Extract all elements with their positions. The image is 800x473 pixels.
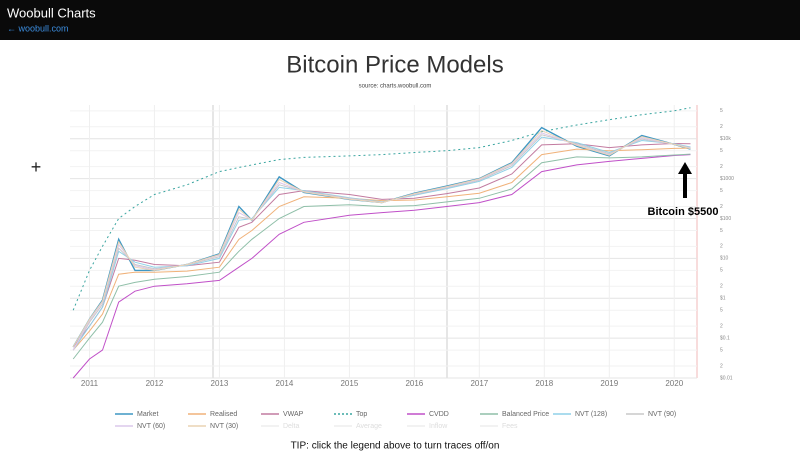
legend-label: Average	[356, 423, 382, 430]
x-tick-label: 2016	[405, 379, 423, 388]
legend-item[interactable]: Top	[334, 411, 367, 418]
arrow-head	[678, 162, 692, 174]
legend-item[interactable]: NVT (60)	[115, 423, 165, 430]
tip: TIP: click the legend above to turn trac…	[291, 441, 500, 452]
legend-label: NVT (90)	[648, 411, 676, 418]
legend-label: Balanced Price	[502, 411, 549, 418]
series-line	[72, 130, 691, 348]
legend-item[interactable]: NVT (30)	[188, 423, 238, 430]
legend-label: Top	[356, 411, 367, 418]
y-tick-label: 5	[720, 148, 723, 154]
legend-item[interactable]: CVDD	[407, 411, 449, 418]
y-tick-label: $0.01	[720, 375, 733, 381]
y-tick-label: 5	[720, 308, 723, 314]
y-tick-label: 5	[720, 268, 723, 274]
series-line	[72, 147, 691, 351]
header-title: Woobull Charts	[7, 5, 96, 20]
series-line	[72, 136, 691, 351]
y-tick-label: $1000	[720, 176, 734, 182]
y-tick-label: 2	[720, 204, 723, 210]
x-tick-label: 2020	[665, 379, 683, 388]
cursor: +	[31, 157, 42, 177]
x-tick-label: 2011	[81, 379, 99, 388]
y-tick-label: 2	[720, 363, 723, 369]
legend-item[interactable]: NVT (128)	[553, 411, 607, 418]
legend-label: NVT (30)	[210, 423, 238, 430]
legend-label: Fees	[502, 423, 518, 430]
chart-subtitle: source: charts.woobull.com	[359, 84, 432, 90]
y-tick-label: $0.1	[720, 335, 730, 341]
chart-title: Bitcoin Price Models	[286, 51, 503, 78]
y-tick-label: 5	[720, 188, 723, 194]
back-link[interactable]: ← woobull.com	[7, 23, 69, 33]
legend-item[interactable]: Inflow	[407, 423, 448, 430]
y-tick-label: 2	[720, 124, 723, 130]
legend-label: Delta	[283, 423, 299, 430]
x-tick-label: 2012	[146, 379, 164, 388]
series-line	[72, 107, 691, 311]
y-tick-label: 2	[720, 244, 723, 250]
y-tick-label: 5	[720, 228, 723, 234]
y-tick-label: $1	[720, 296, 726, 302]
legend-item[interactable]: NVT (90)	[626, 411, 676, 418]
series-line	[72, 154, 691, 379]
series-line	[72, 153, 691, 360]
x-tick-label: 2013	[211, 379, 229, 388]
y-tick-label: $100	[720, 216, 731, 222]
legend-item[interactable]: VWAP	[261, 411, 304, 418]
legend-label: CVDD	[429, 411, 449, 418]
legend-item[interactable]: Fees	[480, 423, 518, 430]
series-line	[72, 126, 691, 348]
x-tick-label: 2015	[340, 379, 358, 388]
x-tick-label: 2018	[535, 379, 553, 388]
y-tick-label: $10k	[720, 136, 731, 142]
series-line	[72, 142, 691, 348]
y-tick-label: 5	[720, 108, 723, 114]
x-tick-label: 2019	[600, 379, 618, 388]
y-tick-label: 2	[720, 323, 723, 329]
y-tick-label: $10	[720, 256, 729, 262]
legend-item[interactable]: Average	[334, 423, 382, 430]
y-tick-label: 2	[720, 164, 723, 170]
legend-label: NVT (60)	[137, 423, 165, 430]
legend-label: Market	[137, 411, 158, 418]
legend-label: Realised	[210, 411, 237, 418]
legend-item[interactable]: Market	[115, 411, 158, 418]
legend-label: VWAP	[283, 411, 304, 418]
y-tick-label: 2	[720, 284, 723, 290]
header-bar	[0, 0, 800, 40]
series-line	[72, 134, 691, 351]
legend-item[interactable]: Realised	[188, 411, 237, 418]
x-tick-label: 2014	[276, 379, 294, 388]
legend-item[interactable]: Delta	[261, 423, 299, 430]
y-tick-label: 5	[720, 347, 723, 353]
series-line	[72, 132, 691, 351]
legend-label: Inflow	[429, 423, 448, 430]
x-tick-label: 2017	[470, 379, 488, 388]
legend-item[interactable]: Balanced Price	[480, 411, 549, 418]
legend-label: NVT (128)	[575, 411, 607, 418]
annotation: Bitcoin $5500	[648, 206, 719, 218]
